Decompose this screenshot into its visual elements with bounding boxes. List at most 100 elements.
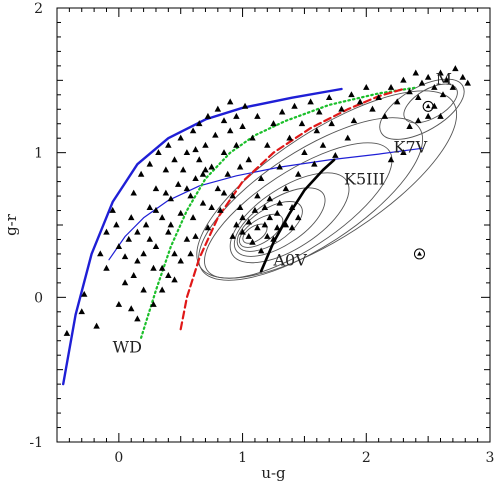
y-tick-label: 0: [34, 290, 43, 306]
y-tick-label: -1: [29, 435, 43, 451]
x-tick-label: 2: [362, 450, 371, 466]
data-point: [113, 221, 120, 228]
data-point: [254, 112, 261, 119]
data-point: [251, 206, 259, 213]
data-point: [121, 279, 129, 286]
data-point: [189, 127, 197, 134]
data-point: [103, 228, 110, 235]
data-point: [204, 112, 212, 119]
data-point: [109, 206, 116, 213]
data-point: [261, 204, 269, 210]
data-point: [387, 83, 395, 90]
data-point: [443, 76, 450, 83]
data-point: [437, 112, 444, 119]
contour-line-5: [236, 201, 303, 252]
data-point: [212, 131, 219, 138]
data-point: [319, 141, 327, 148]
data-point: [356, 98, 364, 105]
data-point: [171, 276, 178, 283]
data-point: [224, 170, 231, 177]
data-point: [288, 204, 296, 210]
data-point: [229, 192, 236, 199]
data-point: [226, 127, 234, 134]
data-point: [328, 120, 335, 127]
data-point: [158, 264, 166, 271]
data-point: [311, 160, 318, 167]
data-point: [199, 199, 207, 206]
contour-line-0: [204, 142, 393, 279]
data-point: [214, 185, 222, 192]
data-point: [93, 322, 100, 329]
data-point: [381, 112, 389, 119]
data-point: [226, 98, 234, 105]
data-point: [239, 123, 246, 129]
data-point: [142, 221, 150, 228]
data-point: [208, 204, 215, 210]
contour-line-3: [229, 172, 350, 264]
data-point: [220, 117, 228, 124]
annotation-m: M: [436, 70, 452, 89]
data-point: [196, 156, 203, 163]
curve-red-dashed: [179, 87, 405, 331]
data-point: [301, 149, 308, 156]
data-point: [165, 141, 172, 148]
data-point: [167, 221, 175, 228]
data-point: [241, 102, 249, 109]
data-point: [249, 134, 256, 141]
data-point: [400, 76, 407, 83]
data-point: [276, 163, 283, 170]
data-point: [192, 232, 199, 239]
data-point: [137, 170, 145, 177]
data-point: [387, 156, 395, 163]
data-point: [264, 232, 271, 239]
data-point: [233, 112, 240, 119]
data-point: [183, 149, 191, 156]
data-point: [239, 228, 246, 235]
data-point: [127, 214, 135, 221]
data-point: [167, 195, 175, 202]
data-point: [165, 272, 172, 278]
data-point: [220, 149, 228, 156]
data-point: [199, 170, 207, 177]
data-point: [130, 272, 137, 278]
data-point: [291, 102, 298, 109]
data-point: [202, 141, 209, 148]
data-point: [424, 73, 432, 80]
data-point: [121, 253, 129, 260]
data-point: [418, 79, 426, 86]
data-point: [344, 134, 351, 141]
data-point: [183, 235, 191, 242]
data-point: [393, 98, 401, 105]
contour-line-1: [198, 117, 424, 281]
data-point: [449, 83, 457, 90]
data-point: [78, 308, 85, 315]
data-point: [236, 204, 244, 210]
data-point: [249, 238, 256, 245]
x-tick-label: 3: [486, 450, 495, 466]
data-point: [415, 117, 422, 124]
data-point: [127, 305, 135, 312]
data-point: [189, 214, 197, 221]
data-point: [150, 300, 157, 307]
data-point: [165, 228, 172, 235]
y-tick-label: 2: [34, 1, 43, 17]
data-point: [239, 214, 246, 221]
y-tick-label: 1: [34, 146, 43, 162]
data-point: [348, 91, 355, 98]
data-point: [276, 199, 283, 206]
data-point: [140, 286, 147, 293]
data-point: [208, 163, 215, 170]
data-point: [288, 224, 296, 231]
data-point: [439, 91, 447, 98]
data-point: [192, 146, 199, 153]
data-point: [270, 120, 277, 127]
contour-line-8: [379, 78, 465, 140]
data-point: [266, 214, 274, 221]
contour-line-4: [233, 187, 326, 257]
data-point: [295, 170, 302, 177]
data-point: [192, 175, 199, 182]
data-point: [177, 134, 184, 141]
data-point: [202, 166, 209, 173]
data-point: [307, 98, 314, 105]
